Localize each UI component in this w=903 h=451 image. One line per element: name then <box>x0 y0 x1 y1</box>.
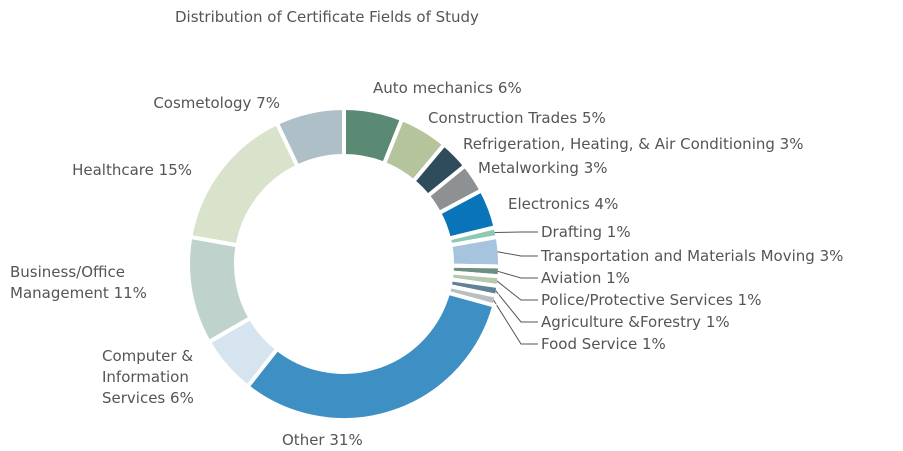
segment-label: Metalworking 3% <box>478 158 607 179</box>
leader-line <box>496 280 538 301</box>
donut-segment <box>274 105 346 170</box>
category-label: Healthcare <box>72 161 154 179</box>
value-label: 3% <box>779 135 804 153</box>
value-label: 1% <box>606 269 630 287</box>
value-label: 5% <box>581 109 606 127</box>
chart-title: Distribution of Certificate Fields of St… <box>175 8 479 26</box>
value-label: 3% <box>583 159 608 177</box>
segment-label: Refrigeration, Heating, & Air Conditioni… <box>463 134 803 155</box>
leader-line <box>497 270 538 279</box>
category-label: Construction Trades <box>428 109 578 127</box>
value-label: 15% <box>158 161 192 179</box>
segment-label: Agriculture &Forestry 1% <box>541 312 730 333</box>
category-label: Cosmetology <box>153 94 252 112</box>
category-label: Police/Protective Services <box>541 291 733 309</box>
segment-label: Transportation and Materials Moving 3% <box>541 246 843 267</box>
donut-segment <box>188 120 301 248</box>
value-label: 1% <box>737 291 762 309</box>
value-label: 1% <box>705 313 730 331</box>
value-label: 4% <box>594 195 619 213</box>
category-label: Business/Office Management <box>10 263 125 302</box>
category-label: Food Service <box>541 335 638 353</box>
leader-line <box>497 251 538 257</box>
leader-line <box>495 290 538 323</box>
category-label: Electronics <box>508 195 590 213</box>
segment-label: Electronics 4% <box>508 194 618 215</box>
segment-label: Cosmetology 7% <box>153 93 280 114</box>
segment-label: Police/Protective Services 1% <box>541 290 761 311</box>
donut-segment <box>244 290 497 422</box>
value-label: 6% <box>170 389 194 407</box>
segment-label: Healthcare 15% <box>72 160 192 181</box>
category-label: Transportation and Materials Moving <box>541 247 815 265</box>
segment-label: Auto mechanics 6% <box>373 78 522 99</box>
value-label: 1% <box>606 223 631 241</box>
category-label: Computer & Information Services <box>102 347 194 407</box>
segment-label: Computer & Information Services 6% <box>102 346 222 409</box>
value-label: 7% <box>256 94 280 112</box>
segment-label: Drafting 1% <box>541 222 631 243</box>
segment-label: Business/Office Management 11% <box>10 262 185 304</box>
segment-label: Other 31% <box>282 430 363 451</box>
value-label: 31% <box>329 431 363 449</box>
value-label: 6% <box>497 79 522 97</box>
category-label: Aviation <box>541 269 602 287</box>
leader-line <box>493 300 538 345</box>
segment-label: Aviation 1% <box>541 268 630 289</box>
segment-label: Food Service 1% <box>541 334 666 355</box>
value-label: 11% <box>113 284 147 302</box>
segment-label: Construction Trades 5% <box>428 108 606 129</box>
category-label: Agriculture &Forestry <box>541 313 702 331</box>
category-label: Auto mechanics <box>373 79 494 97</box>
category-label: Refrigeration, Heating, & Air Conditioni… <box>463 135 775 153</box>
value-label: 1% <box>641 335 666 353</box>
category-label: Other <box>282 431 325 449</box>
category-label: Metalworking <box>478 159 579 177</box>
category-label: Drafting <box>541 223 603 241</box>
value-label: 3% <box>819 247 844 265</box>
